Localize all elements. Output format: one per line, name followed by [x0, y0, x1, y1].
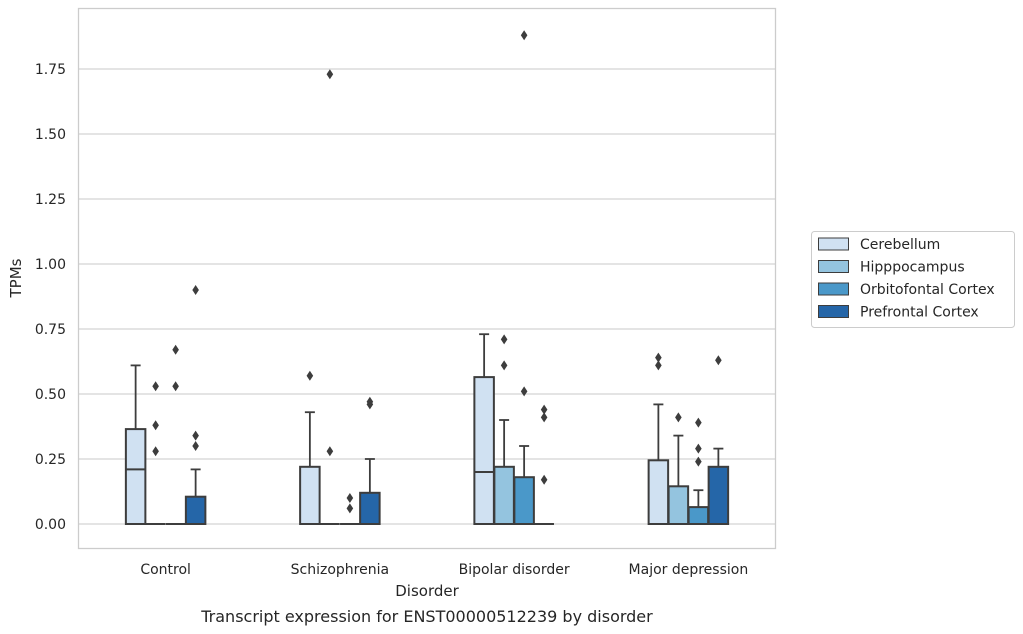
- box-3-3: [707, 355, 730, 525]
- y-axis-label: TPMs: [7, 258, 25, 298]
- legend-swatch: [818, 260, 849, 273]
- outlier-point: [152, 381, 159, 392]
- box-0-2: [165, 344, 186, 525]
- box-body: [513, 476, 535, 526]
- outlier-point: [192, 430, 199, 441]
- outlier-point: [326, 446, 334, 457]
- outlier-point: [520, 30, 528, 41]
- y-tick-label: 0.50: [35, 387, 66, 403]
- outlier-point: [500, 360, 508, 371]
- legend-frame: [811, 231, 1015, 328]
- outlier-point: [500, 334, 508, 345]
- outlier-point: [520, 386, 528, 397]
- y-tick-label: 1.00: [35, 257, 66, 273]
- box-body: [359, 491, 381, 525]
- box-body: [493, 465, 515, 525]
- outlier-point: [675, 412, 682, 423]
- outlier-point: [326, 69, 334, 80]
- box-3-0: [647, 352, 670, 525]
- legend: Cerebellum Hipppocampus Orbitofontal Corte…: [811, 231, 1015, 328]
- x-tick-label: Major depression: [629, 562, 749, 578]
- box-3-1: [667, 412, 690, 525]
- outlier-point: [192, 441, 199, 451]
- box-1-3: [359, 396, 381, 525]
- legend-label: Hipppocampus: [860, 260, 965, 276]
- box-2-2: [513, 30, 535, 526]
- legend-swatch: [818, 282, 849, 296]
- box-body: [184, 495, 207, 526]
- legend-swatch: [818, 237, 849, 251]
- outlier-point: [152, 420, 159, 431]
- box-0-1: [145, 381, 166, 525]
- box-2-3: [534, 404, 554, 525]
- x-tick-label: Schizophrenia: [291, 562, 389, 578]
- outlier-point: [172, 344, 179, 355]
- box-2-0: [473, 333, 495, 525]
- box-3-2: [687, 417, 710, 526]
- box-body: [647, 459, 670, 525]
- x-axis-ticks: Control Schizophrenia Bipolar disorder Majo…: [140, 562, 748, 578]
- y-tick-label: 0.75: [35, 322, 66, 338]
- box-body: [667, 485, 690, 525]
- plot-frame: [77, 7, 777, 550]
- outlier-point: [655, 352, 662, 363]
- outlier-point: [152, 446, 159, 457]
- box-body: [124, 428, 147, 526]
- x-tick-label: Bipolar disorder: [459, 562, 570, 578]
- boxes-layer: [124, 30, 730, 526]
- y-tick-label: 1.25: [35, 192, 66, 208]
- outlier-point: [540, 412, 548, 423]
- outlier-point: [346, 503, 354, 514]
- outlier-point: [695, 417, 702, 428]
- y-tick-label: 1.50: [35, 127, 66, 143]
- box-0-3: [184, 285, 207, 526]
- gridlines: [78, 68, 776, 525]
- y-axis-ticks: 0.00 0.25 0.50 0.75 1.00 1.25 1.50 1.75: [35, 62, 66, 533]
- outlier-point: [192, 285, 199, 295]
- y-tick-label: 1.75: [35, 62, 66, 78]
- legend-label: Orbitofontal Cortex: [860, 282, 995, 298]
- outlier-point: [715, 355, 722, 366]
- box-body: [707, 465, 730, 525]
- legend-swatch: [818, 305, 849, 318]
- box-body: [687, 506, 710, 526]
- outlier-point: [540, 404, 548, 415]
- box-body: [299, 465, 321, 525]
- outlier-point: [540, 474, 548, 485]
- legend-label: Cerebellum: [860, 237, 940, 253]
- box-1-0: [299, 370, 321, 525]
- legend-label: Prefrontal Cortex: [860, 305, 979, 321]
- box-1-1: [320, 69, 340, 525]
- x-axis-label: Disorder: [395, 582, 459, 600]
- outlier-point: [366, 396, 374, 407]
- chart-caption: Transcript expression for ENST0000051223…: [200, 607, 653, 626]
- y-tick-label: 0.25: [35, 452, 66, 468]
- y-tick-label: 0.00: [35, 517, 66, 533]
- box-0-0: [124, 364, 147, 526]
- outlier-point: [695, 443, 702, 454]
- outlier-point: [695, 456, 702, 467]
- outlier-point: [306, 370, 314, 381]
- box-body: [473, 376, 495, 525]
- outlier-point: [346, 493, 354, 503]
- outlier-point: [655, 360, 662, 371]
- outlier-point: [172, 381, 179, 392]
- box-1-2: [340, 493, 360, 525]
- box-2-1: [493, 334, 515, 525]
- x-tick-label: Control: [140, 562, 191, 578]
